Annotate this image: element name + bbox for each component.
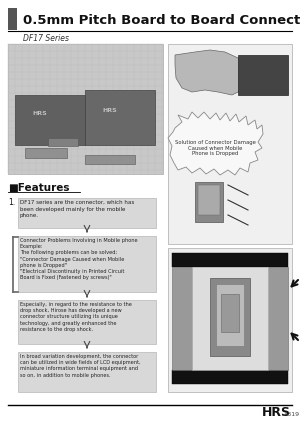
Text: HRS: HRS [262, 406, 291, 419]
Bar [210, 278, 250, 356]
Bar [25, 148, 67, 158]
Bar [172, 370, 288, 384]
Bar [216, 284, 244, 346]
Bar [195, 182, 223, 222]
Bar [18, 198, 156, 228]
Bar [238, 55, 288, 95]
Bar [8, 8, 17, 30]
Text: A319: A319 [284, 413, 300, 417]
Bar [15, 95, 85, 145]
Text: Solution of Connector Damage
Caused when Mobile
Phone is Dropped: Solution of Connector Damage Caused when… [175, 140, 255, 156]
Text: In broad variation development, the connector
can be utilized in wide fields of : In broad variation development, the conn… [20, 354, 141, 377]
Text: ■Features: ■Features [8, 183, 70, 193]
Bar [192, 267, 268, 370]
Bar [8, 44, 163, 174]
Text: Connector Problems Involving in Mobile phone
Example:
The following problems can: Connector Problems Involving in Mobile p… [20, 238, 138, 280]
Text: HRS: HRS [32, 111, 47, 116]
Bar [198, 185, 220, 215]
Bar [18, 352, 156, 392]
Bar [168, 248, 292, 392]
Bar [172, 253, 288, 267]
Bar [221, 294, 239, 332]
Bar [18, 236, 156, 292]
Bar [268, 267, 288, 370]
Bar [85, 155, 135, 164]
Text: HRS: HRS [102, 108, 117, 113]
Text: 1.: 1. [8, 198, 15, 207]
Bar [18, 300, 156, 344]
Text: Especially, in regard to the resistance to the
drop shock, Hirose has developed : Especially, in regard to the resistance … [20, 302, 132, 332]
Text: DF17 Series: DF17 Series [23, 34, 69, 43]
Bar [48, 138, 78, 146]
Bar [168, 44, 292, 244]
Bar [172, 267, 192, 370]
Bar [85, 90, 155, 145]
Polygon shape [175, 50, 248, 95]
Polygon shape [168, 112, 263, 175]
Text: DF17 series are the connector, which has
been developed mainly for the mobile
ph: DF17 series are the connector, which has… [20, 200, 134, 218]
Text: 0.5mm Pitch Board to Board Connector: 0.5mm Pitch Board to Board Connector [23, 14, 300, 26]
